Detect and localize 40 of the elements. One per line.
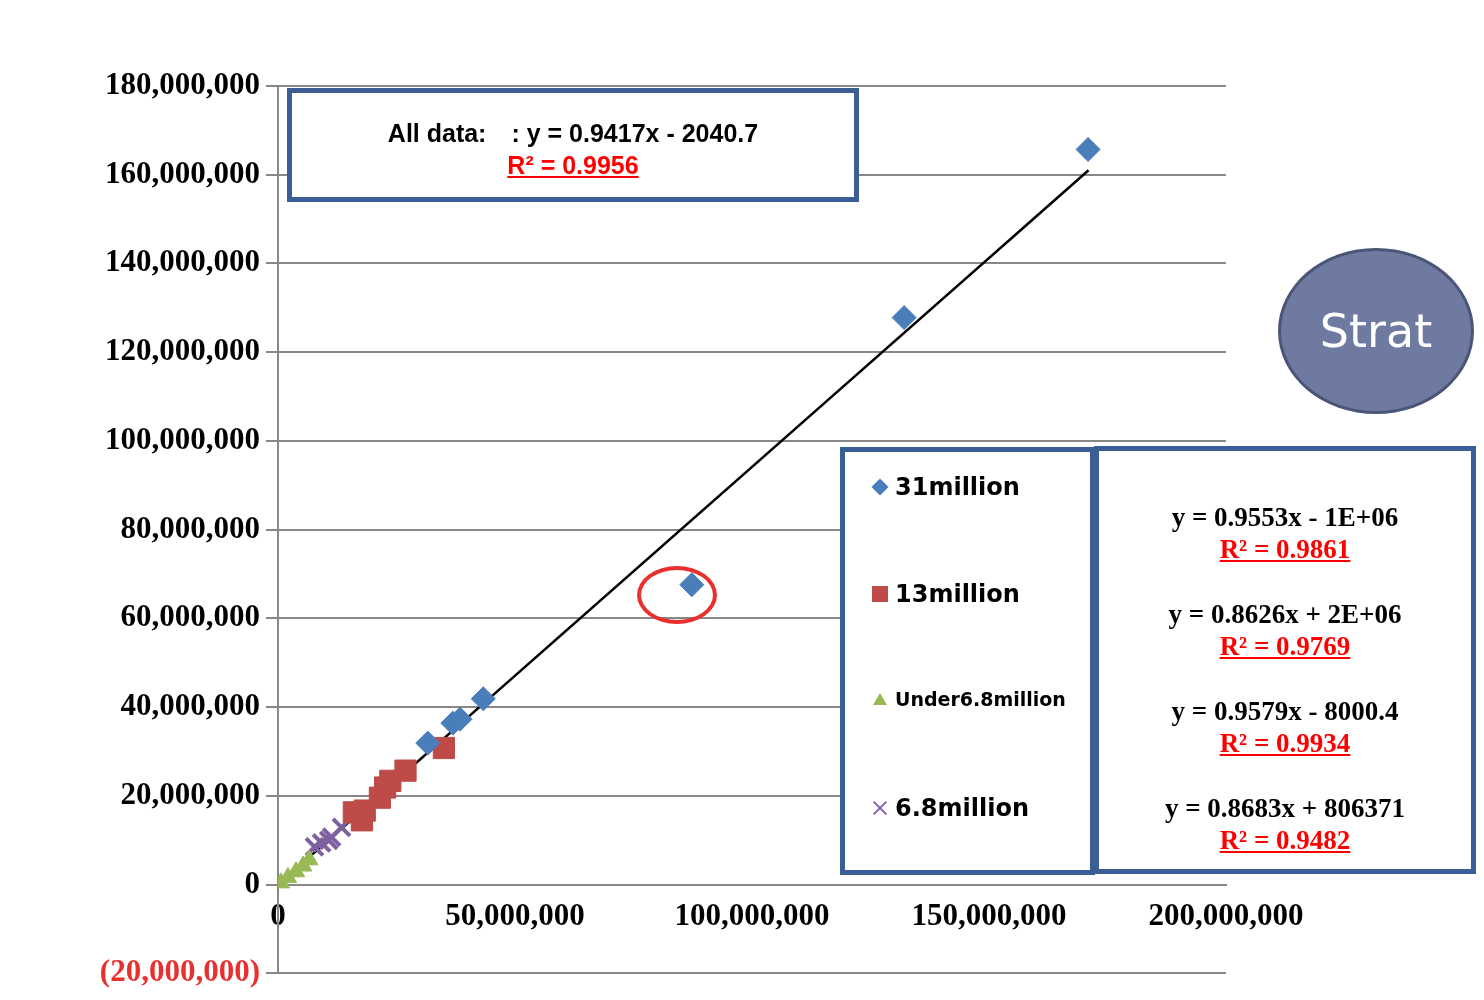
annotation: R² = 0.9956 — [506, 150, 640, 181]
y-tick-label: 80,000,000 — [120, 509, 260, 545]
x-tick-label: 200,000,000 — [1148, 897, 1304, 933]
point — [311, 832, 333, 854]
annotation: y = 0.9553x - 1E+06 — [1170, 501, 1400, 533]
y-tick-label: 40,000,000 — [120, 687, 260, 723]
y-tick-label: 20,000,000 — [120, 775, 260, 811]
point — [1075, 136, 1101, 162]
ellipse-shape: Strat — [1278, 248, 1474, 414]
point — [679, 572, 705, 598]
annotation: R² = 0.9769 — [1218, 630, 1352, 662]
x-tick-label: 0 — [270, 897, 286, 933]
y-tick-label: 100,000,000 — [105, 420, 260, 456]
point — [304, 836, 325, 858]
legend-label: 6.8million — [895, 794, 1030, 822]
annotation: R² = 0.9934 — [1218, 727, 1352, 759]
y-tick-label: 140,000,000 — [105, 243, 260, 279]
x-tick-label: 150,000,000 — [911, 897, 1067, 933]
y-tick-label: 180,000,000 — [105, 66, 260, 102]
text-box: All data: : y = 0.9417x - 2040.7 R² = 0.9956 — [287, 88, 859, 202]
legend-label: 31million — [895, 473, 1020, 501]
annotation: y = 0.8683x + 806371 — [1164, 792, 1406, 824]
annotation: R² = 0.9482 — [1218, 824, 1352, 856]
annotation: All data: : y = 0.9417x - 2040.7 — [386, 118, 760, 149]
annotation: y = 0.9579x - 8000.4 — [1170, 695, 1400, 727]
y-tick-label: (20,000,000) — [99, 953, 260, 989]
point — [891, 305, 917, 331]
point — [470, 686, 496, 712]
legend-label: 13million — [895, 580, 1020, 608]
y-tick-label: 160,000,000 — [105, 154, 260, 190]
annotation: y = 0.8626x + 2E+06 — [1167, 598, 1403, 630]
point — [415, 730, 441, 756]
legend-label: Under6.8million — [895, 687, 1066, 710]
x-tick-label: 50,000,000 — [445, 897, 585, 933]
x-tick-label: 100,000,000 — [674, 897, 830, 933]
y-tick-label: 0 — [244, 864, 260, 900]
y-tick-label: 60,000,000 — [120, 598, 260, 634]
annotation: R² = 0.9861 — [1218, 533, 1352, 565]
point — [331, 816, 352, 838]
y-tick-label: 120,000,000 — [105, 332, 260, 368]
